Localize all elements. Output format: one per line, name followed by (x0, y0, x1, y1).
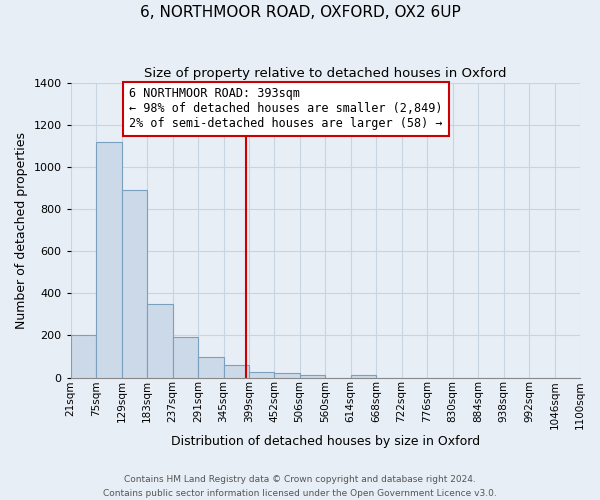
Bar (122, 190, 147, 378)
Text: Contains HM Land Registry data © Crown copyright and database right 2024.
Contai: Contains HM Land Registry data © Crown c… (103, 476, 497, 498)
Text: 6 NORTHMOOR ROAD: 393sqm
← 98% of detached houses are smaller (2,849)
2% of semi: 6 NORTHMOOR ROAD: 393sqm ← 98% of detach… (129, 88, 443, 130)
Bar (173, 336, 198, 378)
Bar (274, 374, 299, 378)
Bar (147, 304, 173, 378)
X-axis label: Distribution of detached houses by size in Oxford: Distribution of detached houses by size … (171, 434, 480, 448)
Bar (249, 372, 274, 378)
Bar (350, 375, 376, 378)
Y-axis label: Number of detached properties: Number of detached properties (15, 132, 28, 329)
Bar (96, 142, 122, 378)
Bar (224, 366, 249, 378)
Bar (299, 375, 325, 378)
Text: 6, NORTHMOOR ROAD, OXFORD, OX2 6UP: 6, NORTHMOOR ROAD, OXFORD, OX2 6UP (140, 5, 460, 20)
Title: Size of property relative to detached houses in Oxford: Size of property relative to detached ho… (144, 68, 506, 80)
Bar (71, 336, 96, 378)
Bar (198, 356, 224, 378)
